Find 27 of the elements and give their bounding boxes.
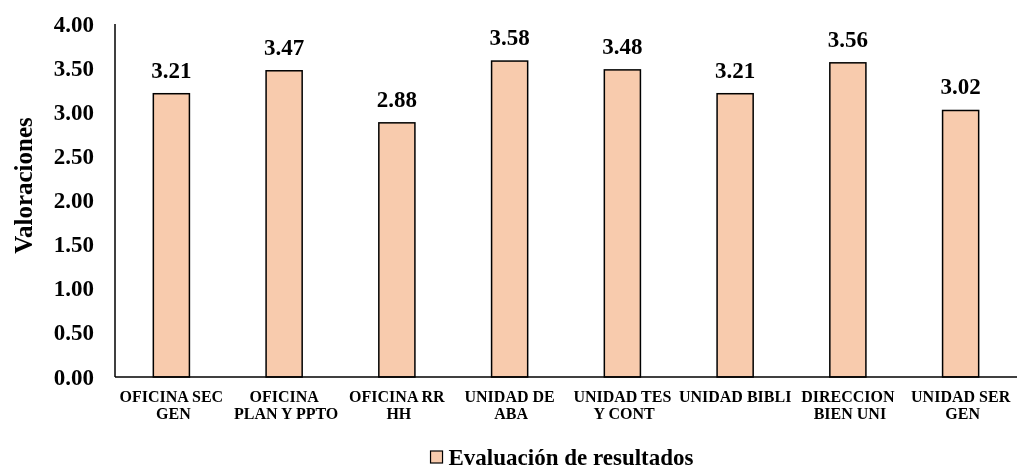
y-tick-label: 1.00 [53,276,94,302]
data-label: 3.21 [151,57,192,83]
data-label: 2.88 [376,86,417,112]
y-tick-label: 4.00 [53,11,94,37]
y-tick-label: 2.50 [53,143,94,169]
y-tick-label: 3.50 [53,55,94,81]
x-tick-label: OFICINA SEC GEN [119,388,224,422]
data-label: 3.21 [715,57,756,83]
y-tick-label: 0.00 [53,364,94,390]
data-label: 3.48 [602,33,643,59]
data-label: 3.58 [489,25,530,51]
y-tick-label: 3.00 [53,99,94,125]
x-tick-label: UNIDAD BIBLI [678,388,792,405]
x-tick-label: OFICINA PLAN Y PPTO [229,388,339,422]
x-tick-label: OFICINA RR HH [349,388,446,422]
x-tick-label: UNIDAD TES Y CONT [573,388,672,422]
y-tick-label: 2.00 [53,188,94,213]
x-tick-label: DIRECCION BIEN UNI [801,388,895,422]
legend-label: Evaluación de resultados [448,444,694,468]
x-tick-label: UNIDAD SER GEN [911,388,1011,422]
data-label: 3.47 [264,34,305,60]
data-label: 3.02 [940,74,981,100]
y-tick-label: 1.50 [53,232,94,258]
y-tick-label: 0.50 [53,320,94,346]
data-label: 3.56 [827,26,868,52]
x-tick-label: UNIDAD DE ABA [464,388,555,422]
y-axis-title: Valoraciones [9,116,37,254]
